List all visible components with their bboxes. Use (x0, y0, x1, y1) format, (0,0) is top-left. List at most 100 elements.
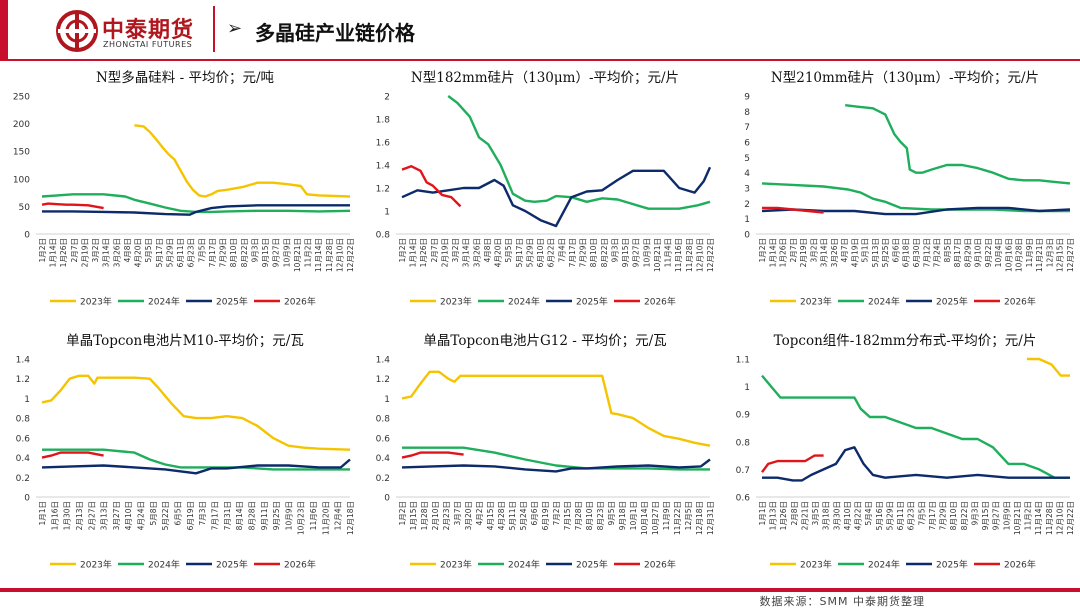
x-tick-label: 4月7日 (840, 238, 849, 263)
legend-label: 2025年 (216, 559, 248, 571)
x-tick-label: 6月30日 (912, 238, 921, 267)
x-tick-label: 4月20日 (494, 238, 503, 267)
x-tick-label: 3月13日 (100, 501, 109, 530)
y-tick-label: 0 (24, 231, 30, 241)
chart-title: N型182mm硅片（130μm）-平均价；元/片 (411, 70, 679, 86)
x-tick-label: 7月17日 (568, 238, 577, 267)
x-tick-label: 6月23日 (907, 501, 916, 530)
x-tick-label: 3月18日 (822, 501, 831, 530)
legend-label: 2025年 (576, 559, 608, 571)
x-tick-label: 10月27日 (651, 501, 660, 535)
title-arrow-icon: ➢ (227, 18, 243, 39)
y-tick-label: 250 (13, 93, 30, 103)
y-tick-label: 0.6 (16, 434, 31, 444)
x-tick-label: 5月5日 (504, 238, 513, 263)
x-tick-label: 8月28日 (247, 501, 256, 530)
x-tick-label: 5月24日 (519, 501, 528, 530)
x-tick-label: 1月14日 (49, 238, 58, 267)
x-tick-label: 2月8日 (790, 501, 799, 526)
x-tick-label: 10月9日 (1002, 501, 1011, 530)
x-tick-label: 9月15日 (621, 238, 630, 267)
chart-svg: N型多晶硅料 - 平均价；元/吨 0 50 100 150 200 250 1月2日 1月14日… (13, 69, 355, 308)
x-tick-label: 1月26日 (779, 238, 788, 267)
x-tick-label: 4月2日 (475, 501, 484, 526)
x-tick-label: 6月19日 (541, 501, 550, 530)
legend-label: 2024年 (508, 559, 540, 571)
legend-label: 2026年 (644, 296, 676, 308)
legend-label: 2024年 (508, 296, 540, 308)
y-tick-label: 150 (13, 148, 30, 158)
legend-label: 2024年 (148, 296, 180, 308)
x-tick-label: 12月18日 (695, 501, 704, 535)
x-tick-label: 8月29日 (963, 238, 972, 267)
x-tick-label: 12月10日 (1055, 501, 1064, 535)
x-tick-label: 4月10日 (843, 501, 852, 530)
series-line (134, 124, 351, 198)
y-tick-label: 0.4 (16, 454, 31, 464)
x-tick-label: 5月13日 (871, 238, 880, 267)
y-tick-label: 1 (384, 395, 390, 405)
legend-label: 2023年 (440, 296, 472, 308)
x-tick-label: 3月26日 (472, 238, 481, 267)
x-tick-label: 3月2日 (91, 238, 100, 263)
x-tick-label: 8月5日 (943, 238, 952, 263)
chart-wafer-210-price: N型210mm硅片（130μm）-平均价；元/片 0 1 2 3 4 5 6 7 8 9 1月2日 1月… (720, 62, 1080, 327)
x-tick-label: 10月9日 (282, 238, 291, 267)
legend-label: 2026年 (1004, 559, 1036, 571)
x-tick-label: 10月21日 (653, 238, 662, 272)
x-tick-label: 11月28日 (1045, 501, 1054, 535)
x-tick-label: 12月5日 (684, 501, 693, 530)
x-tick-label: 1月1日 (758, 501, 767, 526)
header-divider (213, 6, 215, 52)
x-tick-label: 5月29日 (165, 238, 174, 267)
series-line (401, 451, 464, 459)
legend-label: 2024年 (148, 559, 180, 571)
x-tick-label: 7月28日 (574, 501, 583, 530)
x-tick-label: 9月3日 (610, 238, 619, 263)
header-underline (0, 59, 1080, 61)
y-tick-label: 8 (744, 108, 750, 118)
x-tick-label: 9月25日 (272, 501, 281, 530)
x-tick-label: 9月18日 (618, 501, 627, 530)
series-line (401, 370, 711, 447)
x-tick-label: 10月9日 (284, 501, 293, 530)
x-tick-label: 10月4日 (994, 238, 1003, 267)
x-tick-label: 1月1日 (38, 501, 47, 526)
series-line (762, 206, 824, 214)
y-tick-label: 0 (384, 494, 390, 504)
x-tick-label: 12月31日 (706, 501, 715, 535)
x-tick-label: 4月10日 (124, 501, 133, 530)
y-tick-label: 0.2 (376, 474, 390, 484)
y-tick-label: 4 (744, 169, 750, 179)
brand-name-en: ZHONGTAI FUTURES (103, 40, 193, 49)
x-tick-label: 8月10日 (949, 501, 958, 530)
series-line (1026, 357, 1070, 377)
x-tick-label: 1月15日 (409, 501, 418, 530)
x-tick-label: 3月30日 (832, 501, 841, 530)
y-tick-label: 0 (24, 494, 30, 504)
page-title: 多晶硅产业链价格 (255, 21, 415, 45)
legend-label: 2023年 (80, 296, 112, 308)
x-tick-label: 3月14日 (820, 238, 829, 267)
x-tick-label: 5月16日 (875, 501, 884, 530)
x-tick-label: 5月4日 (864, 501, 873, 526)
chart-polysilicon-price: N型多晶硅料 - 平均价；元/吨 0 50 100 150 200 250 1月2日 1月14日… (0, 62, 360, 327)
x-tick-label: 9月3日 (250, 238, 259, 263)
x-tick-label: 8月23日 (596, 501, 605, 530)
x-tick-label: 9月27日 (632, 238, 641, 267)
y-tick-label: 0.6 (736, 494, 751, 504)
x-tick-label: 11月28日 (685, 238, 694, 272)
x-tick-label: 8月10日 (589, 238, 598, 267)
x-tick-label: 7月15日 (563, 501, 572, 530)
header: 中泰期货 ZHONGTAI FUTURES ➢ 多晶硅产业链价格 (0, 0, 1080, 60)
x-tick-label: 7月29日 (939, 501, 948, 530)
x-tick-label: 6月6日 (530, 501, 539, 526)
x-tick-label: 2月19日 (440, 238, 449, 267)
x-tick-label: 5月25日 (881, 238, 890, 267)
x-tick-label: 7月17日 (928, 501, 937, 530)
x-tick-label: 8月14日 (235, 501, 244, 530)
x-tick-label: 10月23日 (297, 501, 306, 535)
x-tick-label: 8月10日 (229, 238, 238, 267)
x-tick-label: 5月1日 (861, 238, 870, 263)
x-tick-label: 5月5日 (144, 238, 153, 263)
